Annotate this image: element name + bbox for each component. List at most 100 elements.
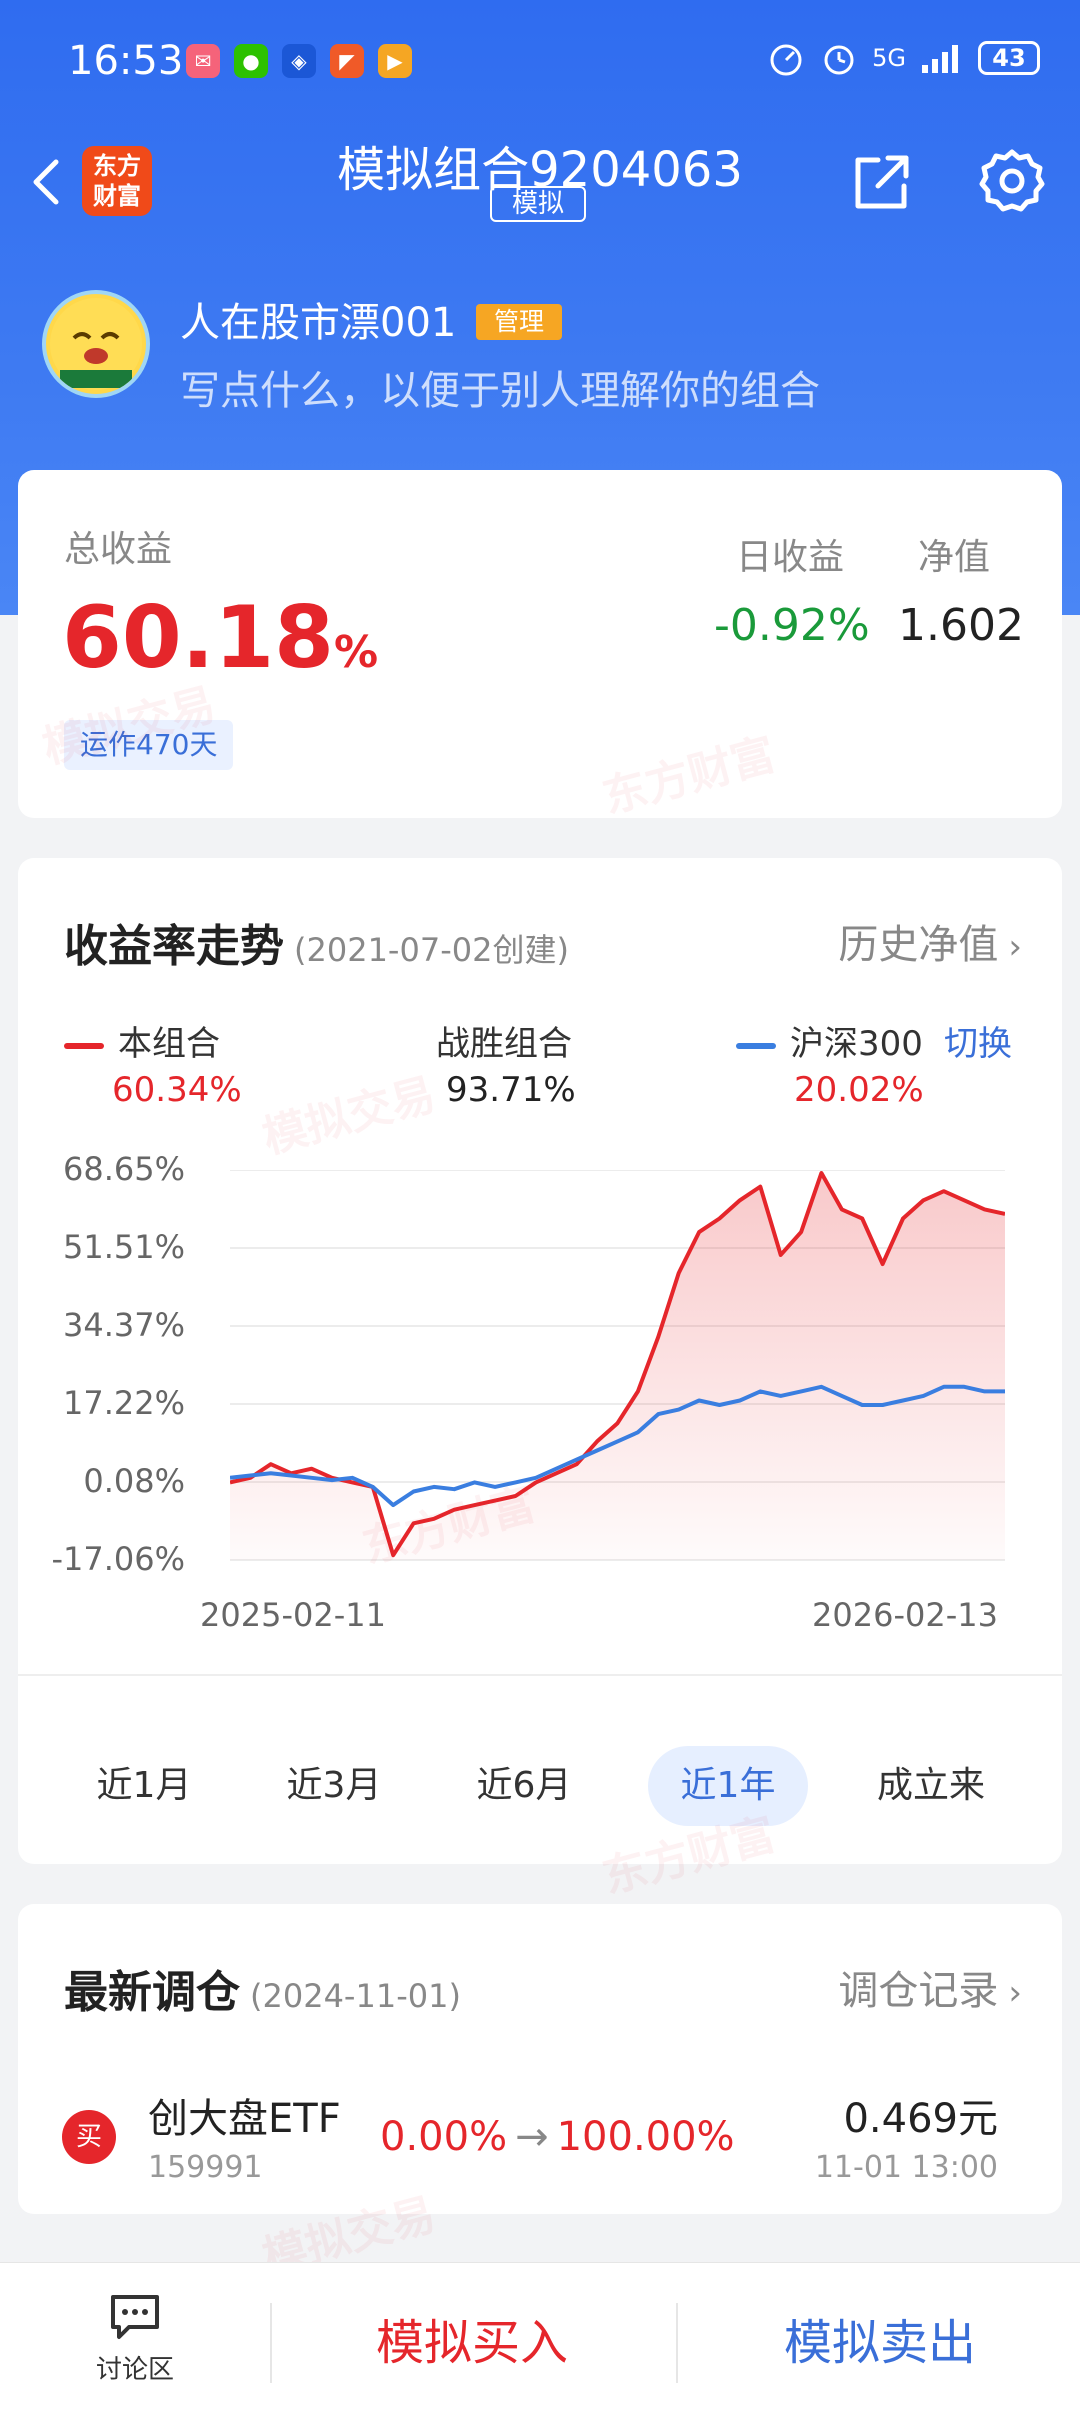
daily-return-value: -0.92%	[714, 600, 870, 651]
total-return-label: 总收益	[64, 529, 173, 570]
y-tick-label: 51.51%	[62, 1228, 185, 1266]
chat-bubble-icon	[111, 2295, 159, 2339]
battery-icon: 43	[978, 41, 1040, 75]
weight-from: 0.00%	[380, 2114, 508, 2160]
y-tick-label: 0.08%	[83, 1462, 185, 1500]
back-icon[interactable]	[22, 152, 72, 212]
simulation-badge: 模拟	[490, 186, 586, 222]
x-tick-end: 2026-02-13	[812, 1596, 998, 1634]
forum-button[interactable]: 讨论区	[60, 2293, 210, 2385]
legend-portfolio-swatch	[64, 1042, 104, 1049]
stock-name: 创大盘ETF	[148, 2096, 341, 2142]
history-nav-link[interactable]: 历史净值 ›	[838, 912, 1022, 970]
rebalance-record-link[interactable]: 调仓记录 ›	[838, 1958, 1022, 2016]
rebalance-date: (2024-11-01)	[250, 1977, 461, 2015]
separator	[676, 2303, 678, 2383]
x-tick-start: 2025-02-11	[200, 1596, 386, 1634]
manage-button[interactable]: 管理	[476, 304, 562, 340]
total-return-number: 60.18	[62, 588, 335, 688]
avatar-face-icon	[50, 298, 142, 390]
stock-code: 159991	[148, 2150, 263, 2185]
period-tab-6m[interactable]: 近6月	[476, 1765, 572, 1806]
total-return-value: 60.18%	[62, 588, 378, 688]
net-value-label: 净值	[918, 537, 991, 578]
status-bar: 16:53 ✉ ● ◈ ◤ ▶ 5G 43	[0, 0, 1080, 120]
legend-beat-name: 战胜组合	[436, 1024, 572, 1064]
hs300-series-line	[230, 1384, 1005, 1508]
speed-icon	[770, 44, 802, 76]
period-tab-since-inception[interactable]: 成立来	[876, 1765, 985, 1806]
y-tick-label: 17.22%	[62, 1384, 185, 1422]
news-app-icon: ◤	[330, 44, 364, 78]
notification-icons: ✉ ● ◈ ◤ ▶	[186, 44, 412, 78]
simulate-buy-button[interactable]: 模拟买入	[375, 2315, 568, 2371]
chevron-right-icon: ›	[1008, 927, 1022, 967]
return-line-chart	[230, 1170, 1005, 1561]
buy-action-badge: 买	[62, 2110, 116, 2164]
logo-line-2: 财富	[93, 182, 141, 210]
period-tab-1m[interactable]: 近1月	[96, 1765, 192, 1806]
daily-return-label: 日收益	[736, 537, 845, 578]
profile-section: 人在股市漂001 管理 写点什么，以便于别人理解你的组合	[0, 290, 1080, 414]
period-tab-3m[interactable]: 近3月	[286, 1765, 382, 1806]
settings-gear-icon[interactable]	[978, 146, 1046, 214]
chart-divider	[18, 1674, 1062, 1676]
legend-hs300-value: 20.02%	[794, 1070, 924, 1110]
bio-input[interactable]: 写点什么，以便于别人理解你的组合	[180, 368, 820, 414]
legend-beat: 战胜组合	[436, 1016, 572, 1065]
simulate-sell-button[interactable]: 模拟卖出	[783, 2315, 976, 2371]
history-nav-label: 历史净值	[838, 922, 999, 968]
y-tick-label: 68.65%	[62, 1150, 185, 1188]
switch-benchmark-link[interactable]: 切换	[944, 1024, 1012, 1064]
status-indicators: 5G 43	[766, 40, 1040, 76]
legend-hs300: 沪深300	[736, 1016, 923, 1065]
latest-rebalance-card: 最新调仓 (2024-11-01) 调仓记录 › 买 创大盘ETF 159991 0…	[18, 1904, 1062, 2214]
portfolio-area-fill	[230, 1173, 1005, 1560]
arrow-right-icon: →	[515, 2114, 549, 2160]
trend-title-text: 收益率走势	[64, 921, 284, 972]
alarm-icon	[824, 45, 854, 75]
legend-portfolio-name: 本组合	[118, 1024, 220, 1064]
shopping-app-icon: ✉	[186, 44, 220, 78]
chevron-right-icon: ›	[1008, 1973, 1022, 2013]
y-tick-label: -17.06%	[51, 1540, 185, 1578]
y-tick-label: 34.37%	[62, 1306, 185, 1344]
username: 人在股市漂001	[180, 300, 457, 346]
chart-series	[230, 1171, 1005, 1560]
trade-price: 0.469元	[843, 2096, 998, 2142]
bottom-action-bar: 讨论区 模拟买入 模拟卖出	[0, 2262, 1080, 2413]
running-days-badge: 运作470天	[64, 720, 234, 770]
legend-beat-value: 93.71%	[446, 1070, 576, 1110]
status-time: 16:53	[68, 38, 184, 84]
portfolio-series-line	[230, 1171, 1005, 1558]
separator	[270, 2303, 272, 2383]
legend-portfolio: 本组合	[64, 1016, 220, 1065]
weight-to: 100.00%	[556, 2114, 735, 2160]
rebalance-title: 最新调仓 (2024-11-01)	[64, 1956, 461, 2020]
video-app-icon: ▶	[378, 44, 412, 78]
period-tab-1y[interactable]: 近1年	[648, 1746, 808, 1826]
logo-line-1: 东方	[93, 152, 141, 180]
forum-label: 讨论区	[95, 2355, 174, 2385]
page-title: 模拟组合9204063	[337, 142, 743, 198]
share-icon[interactable]	[850, 150, 914, 214]
bank-app-icon: ◈	[282, 44, 316, 78]
trend-created-date: (2021-07-02创建)	[294, 931, 569, 969]
avatar[interactable]	[42, 290, 150, 398]
rebalance-title-text: 最新调仓	[64, 1967, 240, 2018]
nav-bar: 东方 财富 模拟组合9204063 模拟	[0, 130, 1080, 240]
weight-change: 0.00% → 100.00%	[380, 2114, 735, 2160]
net-value: 1.602	[898, 600, 1024, 651]
trend-title: 收益率走势 (2021-07-02创建)	[64, 910, 569, 974]
legend-portfolio-value: 60.34%	[112, 1070, 242, 1110]
eastmoney-logo: 东方 财富	[82, 146, 152, 216]
signal-icon	[922, 45, 958, 73]
total-return-unit: %	[334, 627, 379, 678]
legend-hs300-name: 沪深300	[790, 1024, 923, 1064]
returns-summary-card: 总收益 60.18% 运作470天 日收益 净值 -0.92% 1.602	[18, 470, 1062, 818]
rebalance-record-label: 调仓记录	[838, 1968, 999, 2014]
legend-hs300-swatch	[736, 1042, 776, 1049]
trade-time: 11-01 13:00	[814, 2150, 998, 2185]
network-type: 5G	[872, 44, 906, 72]
wechat-icon: ●	[234, 44, 268, 78]
